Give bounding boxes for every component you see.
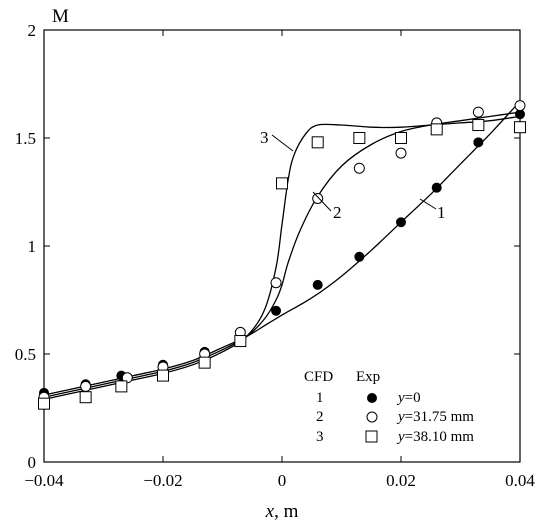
- exp-point-3: [395, 132, 407, 144]
- exp-point-1: [473, 137, 484, 148]
- svg-text:2: 2: [333, 203, 342, 222]
- exp-point-3: [198, 356, 211, 369]
- ticks: −0.04 −0.02 0 0.02 0.04 0 0.5 1 1.5 2: [15, 21, 536, 490]
- exp-point-1: [431, 182, 442, 193]
- exp-point-1: [271, 305, 282, 316]
- exp-point-3: [311, 136, 324, 149]
- cfd-line-1: [43, 100, 521, 396]
- legend-header-exp: Exp: [356, 369, 380, 385]
- legend-marker-open-circle: [366, 411, 378, 423]
- y-tick-label: 1.5: [15, 129, 36, 148]
- x-tick-label: 0.02: [386, 471, 416, 490]
- exp-point-2: [514, 100, 526, 112]
- legend-cfd-2: 2: [316, 409, 324, 425]
- exp-point-3: [38, 397, 50, 410]
- x-tick-label: −0.02: [143, 471, 182, 490]
- exp-point-2: [312, 192, 324, 204]
- y-axis-label: M: [52, 6, 69, 27]
- legend-text-2: y=31.75 mm: [396, 409, 474, 425]
- exp-point-2: [270, 277, 282, 289]
- curve-label-3: 3: [260, 128, 294, 152]
- exp-point-1: [354, 251, 365, 262]
- x-axis-label: x, m: [265, 501, 299, 522]
- exp-point-3: [157, 369, 169, 382]
- x-tick-label: −0.04: [24, 471, 64, 490]
- exp-point-2: [353, 162, 365, 174]
- exp-point-1: [515, 109, 525, 120]
- legend-cfd-1: 1: [316, 390, 324, 406]
- exp-point-3: [79, 391, 92, 404]
- exp-point-3: [115, 380, 128, 393]
- exp-point-1: [396, 217, 406, 228]
- exp-point-3: [472, 119, 485, 132]
- x-tick-label: 0: [278, 471, 287, 490]
- svg-text:3: 3: [260, 128, 269, 147]
- cfd-line-3: [43, 115, 521, 401]
- exp-point-2: [395, 147, 407, 159]
- legend-marker-filled-circle: [367, 393, 377, 403]
- exp-point-3: [514, 121, 526, 134]
- cfd-line-2: [43, 111, 521, 398]
- plot-frame: [43, 29, 521, 463]
- legend-cfd-3: 3: [316, 429, 324, 445]
- legend-text-3: y=38.10 mm: [396, 429, 474, 445]
- legend-marker-open-square: [365, 430, 378, 443]
- svg-text:1: 1: [437, 203, 446, 222]
- exp-markers: [38, 100, 526, 410]
- y-tick-label: 0.5: [15, 345, 36, 364]
- y-tick-label: 2: [28, 21, 37, 40]
- legend-header-cfd: CFD: [304, 369, 333, 385]
- y-tick-label: 0: [28, 453, 37, 472]
- cfd-curves: [43, 100, 521, 401]
- exp-point-3: [276, 177, 288, 190]
- exp-point-3: [234, 335, 247, 348]
- y-tick-label: 1: [28, 237, 37, 256]
- x-tick-label: 0.04: [505, 471, 535, 490]
- legend-text-1: y=0: [396, 390, 421, 406]
- legend: CFD Exp 1 y=0 2 y=31.75 mm 3 y=38.10 mm: [304, 369, 474, 445]
- exp-point-3: [430, 123, 443, 136]
- exp-point-3: [353, 132, 366, 144]
- curve-label-1: 1: [419, 198, 446, 222]
- exp-point-2: [80, 380, 92, 392]
- curve-label-2: 2: [312, 191, 342, 222]
- exp-point-1: [312, 279, 323, 290]
- exp-point-2: [472, 106, 484, 118]
